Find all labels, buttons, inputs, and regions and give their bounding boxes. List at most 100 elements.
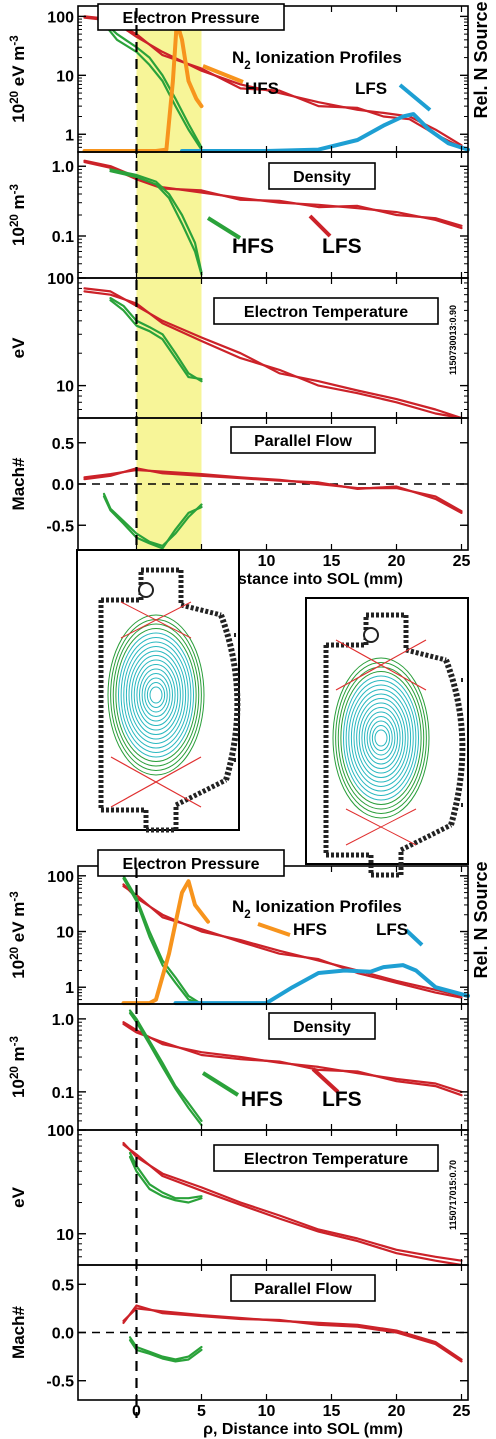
flux-surface [356, 698, 406, 778]
y-tick-label: 100 [47, 869, 74, 886]
flux-surface [123, 641, 189, 749]
flux-surface [348, 684, 414, 792]
flux-surface [141, 673, 171, 717]
panel-title: Density [293, 1019, 351, 1036]
x-axis-label: ρ, Distance into SOL (mm) [203, 571, 403, 588]
y-axis-label: eV [9, 1186, 28, 1207]
series-hfs [109, 297, 203, 383]
equilibrium-diagram-lsn [76, 549, 241, 833]
y-tick-label: 10 [56, 68, 74, 85]
x-tick-label: 10 [258, 1403, 276, 1420]
annotation-lfs: LFS [322, 1088, 362, 1111]
flux-surface [128, 650, 184, 740]
y-tick-label: 100 [47, 1123, 74, 1140]
flux-surface [361, 707, 401, 769]
series-hfs [102, 21, 203, 149]
flux-surface [350, 689, 412, 787]
separatrix-leg [335, 639, 427, 691]
panel-title: Electron Temperature [244, 304, 408, 321]
annotation-lfs: LFS [376, 920, 408, 939]
panel-title-box [213, 1144, 439, 1172]
panel-title-box [97, 3, 285, 31]
x-axis-label: ρ, Distance into SOL (mm) [203, 1421, 403, 1438]
panel-title-box [230, 426, 376, 454]
magnetic-axis [149, 686, 163, 704]
y-axis-label: eV [9, 337, 28, 358]
flux-surface [136, 664, 176, 726]
y-tick-label: 0.0 [52, 1326, 74, 1343]
flux-surface [366, 716, 396, 760]
series-hfs-2 [128, 1155, 203, 1204]
annotation-title: N2 Ionization Profiles [232, 48, 402, 72]
series-ion-hfs [121, 879, 210, 1006]
annotation-lfs: LFS [355, 79, 387, 98]
annotation-lfs: LFS [322, 235, 362, 258]
flux-surface [133, 659, 179, 731]
separatrix-leg [110, 756, 202, 808]
vessel-outer-limiter [218, 613, 241, 781]
panel-parallel-flow: -0.5 0.0 0.5 Mach# Parallel Flow [9, 417, 469, 551]
right-axis-label: Rel. N Source [471, 1, 491, 118]
panel-title: Electron Temperature [244, 1151, 408, 1168]
series-lfs-2 [122, 1022, 463, 1097]
panel-density: 0.1 1.0 1020 m-3 Density HFS LFS [9, 1003, 469, 1131]
y-tick-label: 10 [56, 1227, 74, 1244]
flux-surface [115, 628, 197, 762]
annotation-hfs: HFS [245, 79, 279, 98]
probe-head [138, 582, 154, 598]
flux-surface [146, 682, 166, 708]
separatrix-leg [345, 808, 417, 846]
vessel-wall [323, 645, 453, 878]
x-tick-label: 10 [258, 553, 276, 570]
panel-title-box [268, 1012, 376, 1040]
panel-title: Density [293, 169, 351, 186]
y-tick-label: 1.0 [52, 159, 74, 176]
flux-surface [364, 711, 398, 765]
y-tick-label: 0.0 [52, 477, 74, 494]
flux-surface [337, 666, 425, 810]
y-axis-label: 1020 m-3 [9, 184, 28, 246]
equilibrium-diagram-usn [305, 597, 469, 878]
series-hfs-2 [102, 495, 203, 550]
panel-electron-temperature: 10 100 eV Electron Temperature [9, 1123, 469, 1267]
right-axis-label: Rel. N Source [471, 861, 491, 978]
y-tick-label: 100 [47, 9, 74, 26]
y-axis-label: 1020 eV m-3 [9, 891, 28, 978]
series-lfs-2 [83, 467, 463, 515]
y-tick-label: 0.1 [52, 1085, 74, 1102]
series-lfs-2 [83, 160, 463, 227]
x-tick-label: 15 [323, 1403, 341, 1420]
series-lfs-2 [83, 290, 463, 420]
vessel-wall-top [326, 612, 447, 663]
x-tick-label: 20 [388, 553, 406, 570]
y-axis-label: Mach# [9, 457, 28, 510]
annotation-leader [202, 64, 244, 84]
vessel-wall-top [101, 567, 222, 618]
vessel-wall [98, 600, 228, 833]
flux-surface [144, 677, 168, 713]
annotation-leader [257, 922, 291, 937]
y-tick-label: 10 [56, 925, 74, 942]
annotation-leader [398, 83, 432, 112]
x-tick-label: 0 [132, 1403, 141, 1420]
series-lfs-2 [122, 1304, 463, 1363]
panel-title: Parallel Flow [254, 433, 352, 450]
panel-parallel-flow: -0.5 0.0 0.5 Mach# Parallel Flow [9, 1264, 469, 1401]
flux-surface [371, 725, 391, 751]
flux-surface [131, 655, 181, 735]
y-tick-label: 100 [47, 271, 74, 288]
separatrix-leg [120, 601, 192, 639]
y-tick-label: 0.5 [52, 436, 74, 453]
series-hfs-2 [102, 22, 203, 151]
y-tick-label: -0.5 [46, 1374, 74, 1391]
flux-surface [353, 693, 409, 783]
series-hfs [122, 874, 203, 1006]
flux-surface [343, 675, 419, 801]
probe-head [363, 627, 379, 643]
y-axis-label: 1020 m-3 [9, 1036, 28, 1098]
y-tick-label: -0.5 [46, 518, 74, 535]
flux-surface [112, 623, 200, 767]
y-axis-label: 1020 eV m-3 [9, 35, 28, 122]
magnetic-axis [374, 729, 388, 747]
